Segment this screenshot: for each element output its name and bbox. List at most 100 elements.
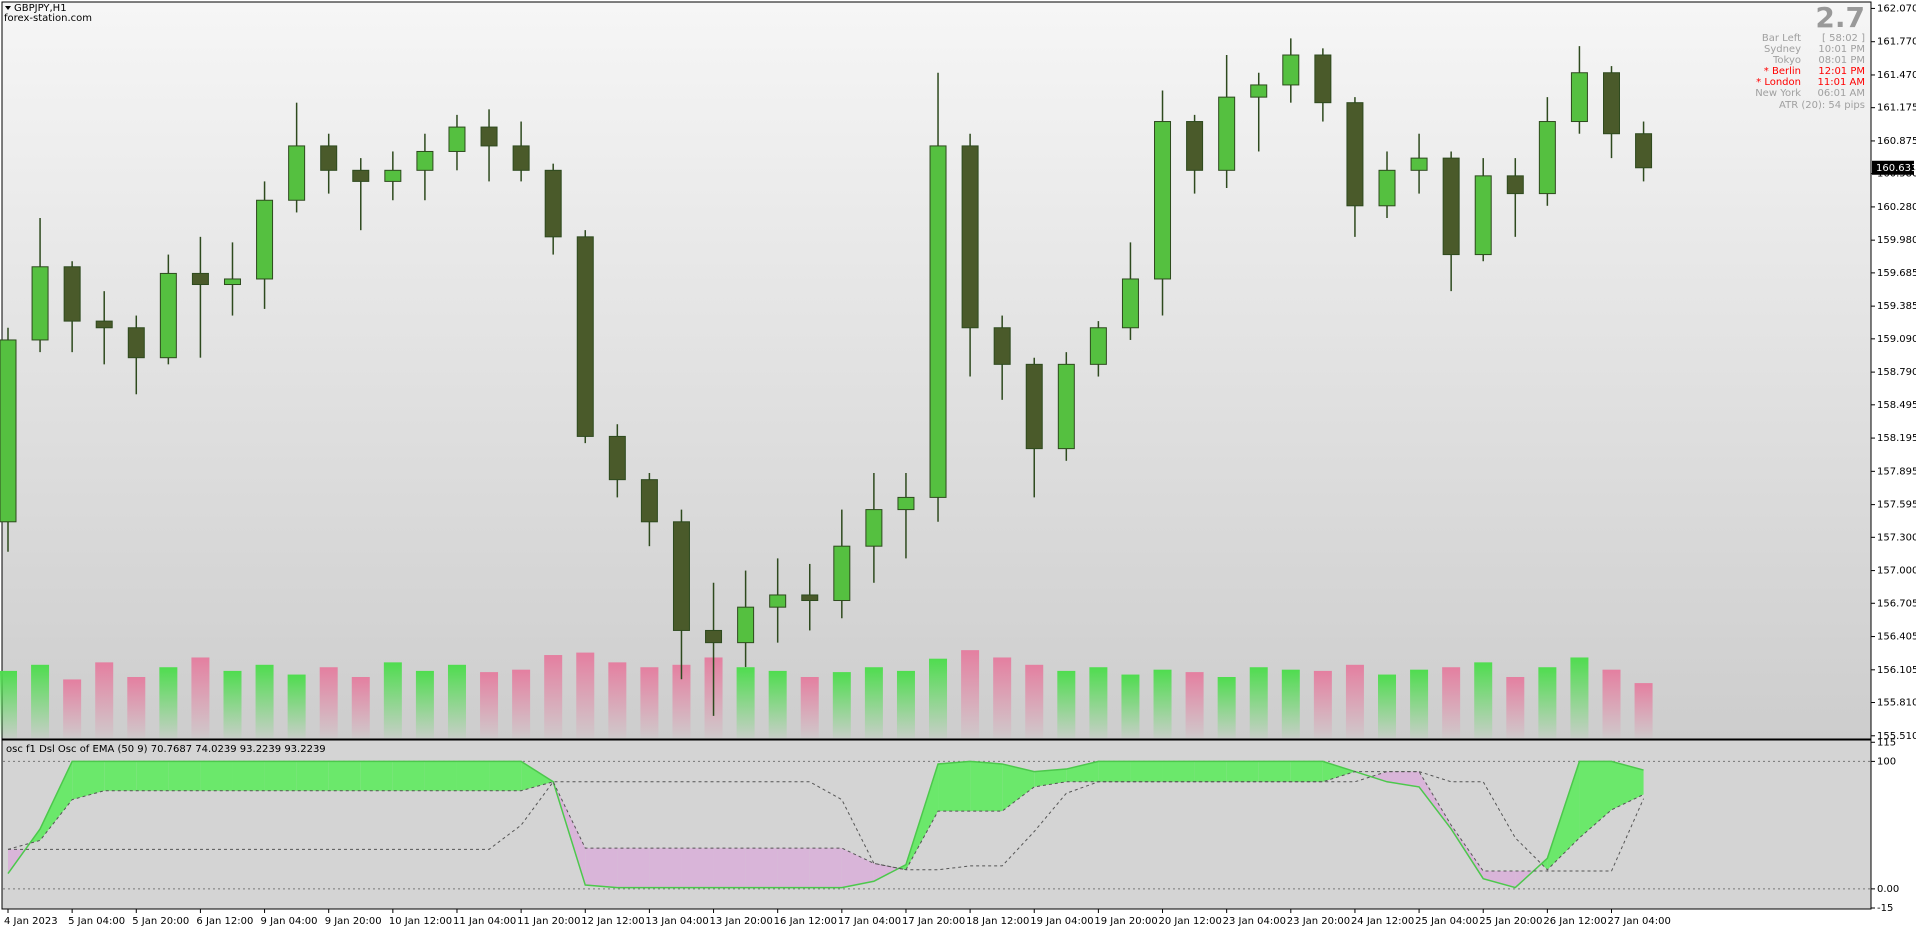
volume-bar	[1057, 670, 1076, 738]
volume-bar	[1249, 667, 1268, 738]
volume-bar	[800, 677, 819, 738]
candle-body	[1570, 72, 1588, 123]
candle-body	[1474, 175, 1492, 256]
x-tick-label: 27 Jan 04:00	[1608, 916, 1671, 927]
x-tick-label: 9 Jan 04:00	[261, 916, 318, 927]
info-label: Tokyo	[1772, 55, 1801, 66]
volume-bar	[736, 667, 755, 738]
osc-fill	[1290, 761, 1323, 782]
osc-fill	[1419, 771, 1452, 829]
candle-body	[352, 169, 370, 182]
y-tick-label: 159.685	[1877, 268, 1916, 279]
last-price-label: 160.633	[1876, 163, 1916, 174]
osc-fill	[1370, 771, 1388, 782]
osc-fill	[168, 761, 201, 791]
volume-bar	[896, 670, 915, 738]
candle-body	[223, 278, 241, 286]
osc-fill	[1541, 858, 1548, 870]
volume-bar	[1538, 667, 1557, 738]
x-tick-label: 20 Jan 12:00	[1159, 916, 1222, 927]
candle-body	[288, 145, 306, 201]
volume-bar	[191, 657, 210, 738]
symbol: GBPJPY,H1	[14, 3, 67, 14]
osc-fill	[232, 761, 265, 791]
osc-fill	[938, 761, 971, 812]
atr: ATR (20): 54 pips	[1779, 100, 1865, 111]
volume-bar	[1089, 667, 1108, 738]
volume-bar	[1506, 677, 1525, 738]
volume-bar	[1410, 669, 1429, 738]
x-tick-label: 23 Jan 20:00	[1287, 916, 1350, 927]
osc-fill	[777, 848, 810, 888]
last-price-box	[1872, 160, 1914, 175]
x-tick-label: 17 Jan 04:00	[838, 916, 901, 927]
volume-bar	[319, 667, 338, 738]
volume-bar	[672, 664, 691, 738]
x-tick-label: 11 Jan 20:00	[517, 916, 580, 927]
candle-body	[672, 521, 690, 631]
y-tick-label: 158.790	[1877, 367, 1916, 378]
x-tick-label: 25 Jan 04:00	[1415, 916, 1478, 927]
volume-bar	[63, 679, 82, 738]
volume-bar	[1602, 669, 1621, 738]
volume-bar	[351, 677, 370, 738]
osc-fill	[649, 848, 682, 888]
y-tick-label: 157.895	[1877, 466, 1916, 477]
candle-body	[0, 339, 17, 523]
volume-bar	[1345, 664, 1364, 738]
osc-fill	[745, 848, 778, 888]
candle-body	[1538, 121, 1556, 195]
x-tick-label: 25 Jan 20:00	[1479, 916, 1542, 927]
info-label: Bar Left	[1762, 33, 1801, 44]
candle-body	[1506, 175, 1524, 195]
osc-fill	[104, 761, 137, 791]
candle-body	[1089, 327, 1107, 365]
osc-fill	[1066, 761, 1099, 782]
volume-bar	[961, 650, 980, 738]
candle-body	[1057, 363, 1075, 450]
y-tick-label: 100	[1877, 756, 1896, 767]
osc-fill	[136, 761, 169, 791]
volume-bar	[1121, 674, 1140, 738]
osc-fill	[809, 848, 842, 888]
volume-bar	[1281, 669, 1300, 738]
y-tick-label: 158.495	[1877, 400, 1916, 411]
chart-layer: Bar Left [ 58:02 ] Sydney 10:01 PM Tokyo 08:0…	[0, 3, 1916, 927]
x-tick-label: 13 Jan 20:00	[710, 916, 773, 927]
info-value: 08:01 PM	[1818, 55, 1865, 66]
y-tick-label: 162.070	[1877, 3, 1916, 14]
y-tick-label: 161.470	[1877, 70, 1916, 81]
osc-line	[7, 760, 1644, 889]
y-tick-label: 156.705	[1877, 598, 1916, 609]
volume-bar	[31, 664, 50, 738]
candle-body	[159, 272, 177, 359]
volume-bar	[383, 662, 402, 738]
candle-body	[769, 594, 787, 608]
volume-bar	[0, 670, 17, 738]
y-tick-label: 157.000	[1877, 566, 1916, 577]
candle-body	[801, 594, 819, 602]
volume-bar	[1570, 657, 1589, 738]
volume-bar	[223, 670, 242, 738]
osc-fill	[489, 761, 522, 791]
osc-fill	[873, 863, 899, 882]
candle-body	[640, 479, 658, 523]
signal-line	[8, 771, 1645, 872]
osc-fill	[360, 761, 393, 791]
candle-body	[1314, 54, 1332, 104]
y-tick-label: 160.280	[1877, 202, 1916, 213]
osc-fill	[970, 761, 1003, 812]
info-label: * London	[1756, 77, 1801, 88]
candle-body	[448, 126, 466, 152]
candle-body	[961, 145, 979, 329]
osc-fill	[1387, 771, 1420, 787]
volume-bar	[1217, 677, 1236, 738]
volume-bar	[993, 657, 1012, 738]
site: forex-station.com	[4, 13, 92, 24]
candle-body	[320, 145, 338, 171]
y-tick-label: 160.875	[1877, 136, 1916, 147]
candle-body	[1346, 102, 1364, 207]
candle-body	[897, 496, 915, 511]
volume-bar	[447, 664, 466, 738]
